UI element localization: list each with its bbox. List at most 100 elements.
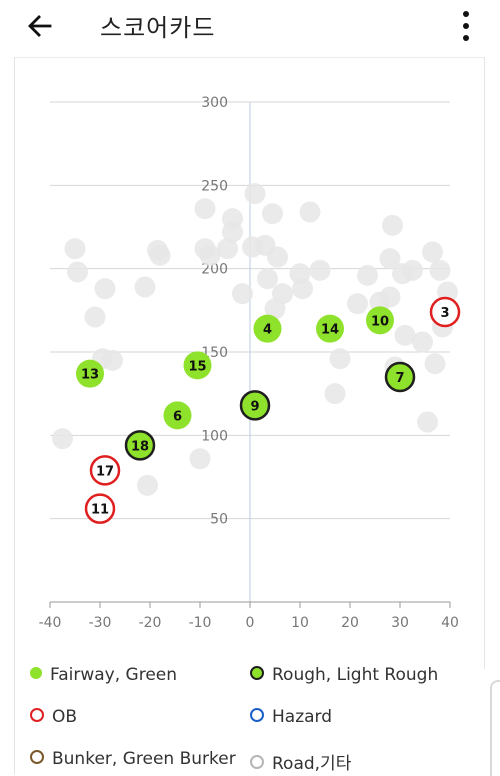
rough-swatch-icon [250, 666, 264, 680]
card-right-border [484, 57, 485, 669]
legend-label: Rough, Light Rough [272, 665, 439, 685]
background-shot-point [272, 283, 293, 305]
shot-label-11: 11 [91, 503, 109, 518]
shot-label-9: 9 [250, 399, 259, 414]
x-tick-label: 30 [391, 615, 409, 631]
background-shot-point [217, 238, 238, 260]
shot-label-7: 7 [395, 371, 404, 386]
background-shot-point [102, 349, 123, 371]
shot-label-4: 4 [263, 323, 272, 338]
hazard-swatch-icon [250, 708, 264, 722]
background-shot-point [199, 244, 221, 266]
background-shot-point [84, 306, 106, 328]
shot-point-4 [253, 314, 282, 343]
shot-point-17 [89, 455, 121, 486]
y-tick-label: 300 [201, 95, 228, 111]
x-tick-label: 0 [246, 615, 255, 631]
background-shot-point [329, 348, 351, 370]
shot-label-10: 10 [371, 314, 389, 329]
background-shot-point [64, 238, 86, 260]
shot-point-18 [124, 430, 156, 461]
shot-point-10 [366, 306, 394, 335]
scroll-edge-indicator [490, 680, 500, 776]
background-shot-point [137, 474, 158, 496]
bunker-swatch-icon [30, 750, 44, 764]
legend-label: Hazard [272, 707, 333, 727]
legend-item-ob: OB [30, 707, 77, 727]
background-shot-point [422, 241, 443, 263]
background-shot-point [412, 331, 433, 353]
legend-item-rough: Rough, Light Rough [250, 665, 438, 685]
ob-swatch-icon [30, 708, 44, 722]
background-shot-point [222, 221, 243, 243]
background-shot-point [232, 283, 253, 305]
shot-point-9 [239, 390, 271, 421]
background-shot-point [357, 264, 378, 286]
shot-point-11 [84, 493, 116, 524]
background-shot-point [149, 244, 171, 266]
app-bar: 스코어카드 [0, 0, 500, 56]
page-title: 스코어카드 [100, 14, 216, 42]
y-tick-label: 100 [201, 428, 228, 444]
shot-point-3 [429, 296, 461, 328]
more-vertical-icon[interactable] [456, 8, 476, 44]
shot-label-6: 6 [173, 409, 182, 424]
road-swatch-icon [250, 755, 264, 769]
legend-item-hazard: Hazard [250, 707, 332, 727]
background-shot-point [347, 293, 368, 315]
y-tick-label: 200 [201, 262, 228, 278]
legend-item-road: Road,기타 [250, 749, 351, 774]
background-shot-point [134, 276, 156, 298]
arrow-left-icon[interactable] [24, 10, 56, 42]
x-tick-label: 40 [441, 615, 459, 631]
background-shot-point [194, 198, 216, 220]
legend-label: Bunker, Green Burker [52, 749, 236, 769]
x-tick-label: 20 [341, 615, 359, 631]
background-shot-point [67, 261, 88, 283]
y-tick-label: 250 [201, 178, 228, 194]
legend-item-fairway: Fairway, Green [30, 665, 177, 685]
background-shot-point [382, 214, 403, 236]
x-tick-label: -10 [189, 615, 212, 631]
background-shot-point [267, 246, 288, 268]
background-shot-point [189, 448, 211, 470]
shot-point-15 [183, 351, 212, 380]
shot-label-14: 14 [321, 323, 339, 338]
background-shot-point [244, 183, 266, 205]
background-shot-point [292, 278, 313, 300]
shot-label-15: 15 [188, 359, 206, 374]
background-shot-point [429, 259, 451, 281]
shot-label-17: 17 [96, 464, 114, 479]
y-tick-label: 50 [210, 512, 228, 528]
background-shot-point [257, 268, 278, 290]
background-shot-point [262, 203, 283, 225]
x-tick-label: -20 [139, 615, 162, 631]
shot-point-7 [384, 361, 416, 393]
chart-legend: Fairway, Green Rough, Light Rough OB Haz… [0, 655, 500, 774]
background-shot-point [379, 248, 401, 270]
legend-label: Road,기타 [272, 754, 352, 774]
background-shot-point [417, 411, 438, 433]
shot-label-13: 13 [81, 368, 99, 383]
x-tick-label: 10 [291, 615, 309, 631]
background-shot-point [52, 428, 73, 450]
fairway-swatch-icon [30, 667, 42, 679]
shot-label-3: 3 [440, 306, 449, 321]
background-shot-point [299, 201, 321, 223]
background-shot-point [94, 278, 116, 300]
legend-item-bunker: Bunker, Green Burker [30, 749, 236, 769]
background-shot-point [379, 286, 401, 308]
card-top-border [14, 57, 485, 58]
background-shot-point [394, 324, 416, 346]
legend-label: Fairway, Green [50, 665, 178, 685]
background-shot-point [324, 383, 346, 405]
shot-point-6 [163, 401, 192, 430]
background-shot-point [309, 259, 331, 281]
card-left-border [14, 57, 15, 774]
background-shot-point [402, 259, 423, 281]
shot-point-13 [76, 359, 104, 388]
shot-point-14 [316, 314, 344, 343]
shot-label-18: 18 [131, 439, 149, 454]
background-shot-point [424, 353, 446, 375]
